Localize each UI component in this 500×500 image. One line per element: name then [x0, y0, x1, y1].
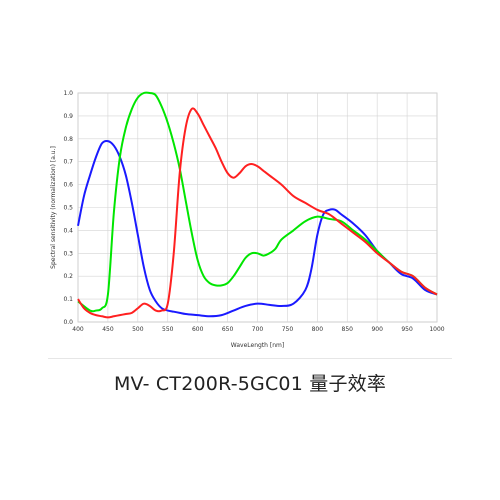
- y-tick-label: 0.2: [63, 273, 73, 280]
- x-tick-label: 400: [72, 326, 84, 333]
- x-tick-label: 600: [192, 326, 204, 333]
- x-tick-label: 550: [162, 326, 174, 333]
- x-tick-label: 500: [132, 326, 144, 333]
- red-channel-line: [77, 107, 438, 319]
- x-tick-label: 900: [371, 326, 383, 333]
- x-axis-label: WaveLength [nm]: [231, 342, 284, 349]
- x-tick-label: 1000: [429, 326, 444, 333]
- x-tick-label: 950: [401, 326, 413, 333]
- y-axis-label: Spectral sensitivity (normalization) [a.…: [50, 146, 57, 269]
- y-tick-label: 0.6: [63, 182, 73, 189]
- chart-caption: MV- CT200R-5GC01 量子效率: [113, 373, 387, 395]
- y-tick-label: 0.8: [63, 136, 73, 143]
- x-tick-label: 650: [222, 326, 234, 333]
- series-lines: [77, 91, 438, 319]
- x-tick-label: 700: [252, 326, 264, 333]
- x-tick-label: 750: [282, 326, 294, 333]
- y-tick-label: 0.5: [63, 205, 73, 212]
- x-tick-label: 450: [102, 326, 114, 333]
- x-tick-label: 850: [342, 326, 354, 333]
- y-tick-label: 0.7: [63, 159, 73, 166]
- green-channel-line: [77, 91, 438, 313]
- grid-lines: [77, 92, 438, 323]
- y-tick-label: 0.1: [63, 296, 73, 303]
- caption-divider: [48, 358, 452, 359]
- x-tick-label: 800: [312, 326, 324, 333]
- y-tick-label: 0.9: [63, 113, 73, 120]
- y-tick-label: 0.4: [63, 227, 73, 234]
- y-tick-label: 1.0: [63, 90, 73, 97]
- y-tick-label: 0.3: [63, 250, 73, 257]
- tick-labels: 400 450 500 550 600 650 700 750 800 850 900 950 1000…: [63, 90, 444, 333]
- y-tick-label: 0.0: [63, 319, 73, 326]
